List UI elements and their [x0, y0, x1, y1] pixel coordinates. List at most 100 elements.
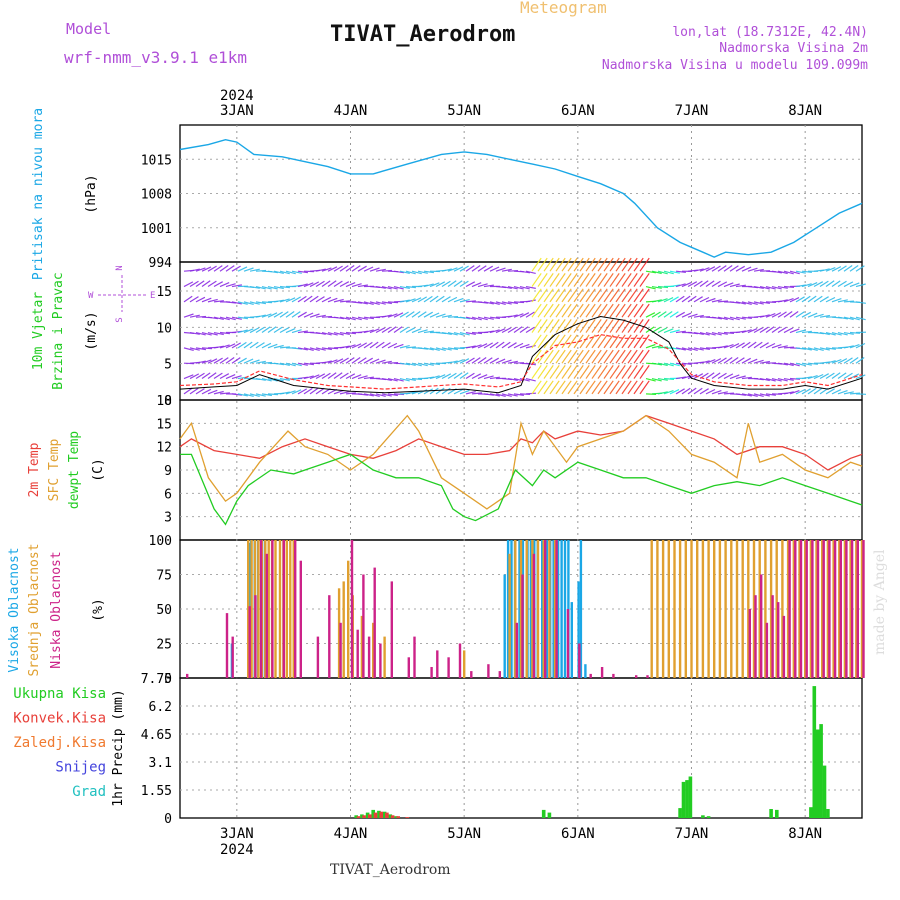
wind-barb	[279, 298, 290, 303]
wind-barb	[507, 326, 517, 334]
model-label: Model	[66, 20, 112, 38]
wind-barb	[807, 362, 818, 365]
wind-barb	[801, 388, 811, 395]
wind-barb	[459, 389, 470, 395]
wind-barb	[495, 301, 506, 305]
wind-barb	[723, 392, 735, 395]
wind-barb	[549, 257, 560, 272]
wind-barb	[459, 358, 470, 364]
wind-barb	[189, 373, 200, 380]
wind-barb	[441, 387, 451, 395]
wind-barb	[297, 283, 308, 288]
y-tick-label: 4.65	[141, 728, 172, 743]
cloud-bar-mid	[257, 540, 260, 678]
wind-barb	[213, 316, 224, 320]
wind-barb	[621, 303, 632, 318]
cloud-bar-mid	[250, 540, 253, 678]
wind-barb	[459, 331, 470, 336]
wind-barb	[651, 362, 663, 366]
cloud-bar-mid	[826, 540, 830, 678]
cloud-bar-mid	[684, 540, 687, 678]
watermark: made by Angel	[872, 549, 888, 656]
wind-barb	[651, 299, 662, 303]
wind-barb	[189, 296, 199, 303]
wind-barb	[693, 373, 704, 380]
cloud-bar-mid	[809, 540, 813, 678]
wind-barb	[687, 295, 697, 303]
wind-barb	[321, 347, 332, 351]
wind-barb	[465, 316, 476, 320]
temp-ylabel-sfc: SFC Temp	[47, 439, 62, 502]
wind-barb	[627, 349, 638, 364]
wind-barb	[609, 349, 620, 364]
cloud-bar-mid	[696, 540, 699, 678]
cloud-bar-mid	[337, 588, 341, 678]
wind-barb	[585, 349, 596, 364]
wind-barb	[207, 316, 218, 320]
precip-legend-item: Snijeg	[55, 760, 106, 776]
wind-barb	[507, 301, 518, 305]
wind-barb	[735, 301, 746, 305]
wind-barb	[681, 347, 692, 351]
precip-bar	[388, 814, 393, 818]
wind-barb	[423, 347, 434, 351]
wind-barb	[567, 288, 578, 303]
cloud-bar-low	[799, 540, 803, 678]
wind-barb	[309, 374, 320, 380]
cloud-bar-high	[577, 581, 580, 678]
wind-barb	[249, 393, 260, 397]
wind-barb	[801, 347, 812, 351]
wind-barb	[189, 268, 200, 272]
wind-barb	[609, 380, 620, 395]
wind-barb	[639, 257, 650, 272]
precip-bar	[390, 815, 395, 818]
cloud-bar-mid	[525, 540, 528, 678]
cloud-bar-low	[862, 540, 865, 678]
wind-barb	[465, 345, 476, 349]
wind-barb	[747, 328, 758, 334]
wind-barb	[321, 315, 333, 318]
cloud-bar-mid	[855, 540, 858, 678]
wind-barb	[195, 347, 207, 351]
cloud-bar-low	[805, 540, 808, 678]
wind-barb	[645, 377, 656, 382]
wind-barb	[399, 270, 410, 274]
wind-barb	[411, 270, 422, 275]
wind-barb	[321, 331, 332, 336]
wind-barb	[615, 303, 626, 318]
wind-barb	[285, 328, 296, 334]
wind-barb	[387, 342, 398, 349]
precip-bar	[362, 815, 366, 818]
precip-bar	[685, 780, 689, 818]
wind-barb	[729, 374, 740, 380]
wind-barb	[639, 273, 650, 287]
wind-barb	[441, 268, 452, 272]
y-tick-label: 3	[164, 511, 172, 526]
wind-barb	[273, 377, 284, 382]
wind-barb	[225, 283, 236, 288]
wind-barb	[729, 343, 740, 349]
wind-barb	[327, 297, 338, 303]
wind-barb	[777, 326, 787, 334]
wind-barb	[711, 316, 723, 320]
wind-barb	[597, 273, 608, 287]
wind-barb	[555, 288, 566, 303]
wind-barb	[273, 270, 284, 274]
wind-barb	[513, 326, 523, 334]
wind-barb	[573, 365, 584, 379]
wind-barb	[831, 331, 842, 336]
wind-barb	[801, 362, 812, 366]
wind-barb	[237, 301, 248, 305]
model-elevation-label: Nadmorska Visina u modelu 109.099m	[601, 58, 868, 73]
wind-barb	[819, 347, 830, 351]
wind-barb	[783, 270, 794, 275]
wind-barb	[639, 349, 650, 364]
wind-barb	[225, 316, 236, 321]
wind-barb	[681, 387, 691, 395]
wind-barb	[267, 285, 278, 290]
cloud-bar-low	[294, 540, 297, 678]
wind-barb	[855, 316, 866, 321]
wind-barb	[411, 297, 422, 303]
wind-barb	[375, 301, 386, 305]
wind-barb	[585, 334, 596, 349]
